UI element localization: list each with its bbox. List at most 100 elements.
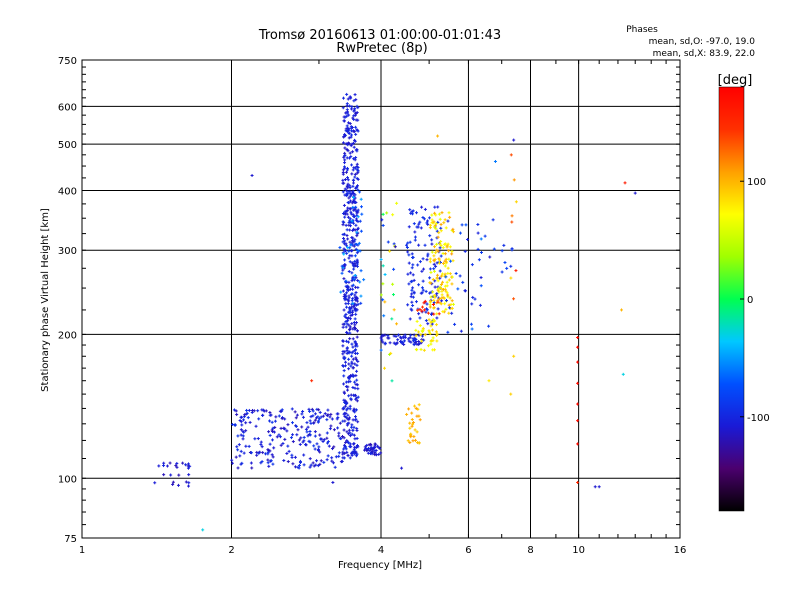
data-point <box>341 170 345 174</box>
data-point <box>279 426 283 430</box>
data-point <box>345 291 349 295</box>
data-point <box>487 324 491 328</box>
data-point <box>168 461 172 465</box>
y-tick-label: 600 <box>58 102 77 113</box>
data-point <box>353 196 357 200</box>
data-point <box>313 447 317 451</box>
colorbar-label: [deg] <box>718 73 753 88</box>
data-point <box>268 433 272 437</box>
data-point <box>354 358 358 362</box>
data-point <box>435 242 439 246</box>
data-point <box>341 344 345 348</box>
data-point <box>448 296 452 300</box>
data-point <box>300 425 304 429</box>
data-point <box>270 453 274 457</box>
data-point <box>576 402 580 406</box>
data-point <box>345 450 349 454</box>
data-point <box>381 212 385 216</box>
colorbar-tick-label: -100 <box>747 413 770 424</box>
data-point <box>593 485 597 489</box>
data-point <box>435 273 439 277</box>
data-point <box>415 225 419 229</box>
data-point <box>448 215 452 219</box>
data-point <box>461 280 465 284</box>
data-point <box>343 391 347 395</box>
data-point <box>345 305 349 309</box>
data-point <box>351 213 355 217</box>
data-point <box>353 207 357 211</box>
data-point <box>392 334 396 338</box>
data-point <box>351 116 355 120</box>
data-point <box>349 306 353 310</box>
data-point <box>232 408 236 412</box>
data-point <box>432 312 436 316</box>
phases-legend-o-stats: mean, sd,O: -97.0, 19.0 <box>649 37 756 47</box>
data-point <box>470 327 474 331</box>
data-point <box>352 108 356 112</box>
data-point <box>269 459 273 463</box>
data-point <box>359 205 363 209</box>
data-point <box>410 300 414 304</box>
data-point <box>350 172 354 176</box>
data-point <box>349 364 353 368</box>
data-point <box>274 415 278 419</box>
data-point <box>318 462 322 466</box>
data-point <box>238 419 242 423</box>
data-point <box>451 302 455 306</box>
data-point <box>322 460 326 464</box>
data-point <box>355 378 359 382</box>
data-point <box>356 302 360 306</box>
data-point <box>351 345 355 349</box>
data-point <box>290 455 294 459</box>
data-point <box>294 424 298 428</box>
data-point <box>347 113 351 117</box>
data-point <box>176 483 180 487</box>
data-point <box>450 306 454 310</box>
phases-legend-title: Phases <box>626 25 658 35</box>
data-point <box>437 212 441 216</box>
data-point <box>307 439 311 443</box>
data-point <box>327 444 331 448</box>
data-point <box>411 439 415 443</box>
data-point <box>353 325 357 329</box>
data-point <box>246 416 250 420</box>
data-point <box>420 286 424 290</box>
data-point <box>171 482 175 486</box>
data-point <box>418 342 422 346</box>
data-point <box>345 408 349 412</box>
data-point <box>428 267 432 271</box>
data-point <box>443 252 447 256</box>
y-tick-label: 300 <box>58 246 77 257</box>
data-point <box>255 453 259 457</box>
data-point <box>444 275 448 279</box>
data-point <box>414 328 418 332</box>
data-point <box>354 415 358 419</box>
data-point <box>433 285 437 289</box>
data-point <box>355 408 359 412</box>
data-point <box>319 459 323 463</box>
data-point <box>352 277 356 281</box>
data-point <box>349 144 353 148</box>
data-point <box>320 437 324 441</box>
data-point <box>353 259 357 263</box>
data-point <box>351 195 355 199</box>
data-point <box>347 256 351 260</box>
data-point <box>350 450 354 454</box>
data-point <box>301 409 305 413</box>
data-point <box>509 392 513 396</box>
data-point <box>356 279 360 283</box>
data-point <box>407 253 411 257</box>
data-point <box>425 221 429 225</box>
data-point <box>410 252 414 256</box>
data-point <box>426 311 430 315</box>
data-point <box>421 215 425 219</box>
data-point <box>350 299 354 303</box>
data-point <box>350 305 354 309</box>
data-point <box>347 121 351 125</box>
data-point <box>342 252 346 256</box>
data-point <box>449 259 453 263</box>
data-point <box>353 386 357 390</box>
data-point <box>445 291 449 295</box>
data-point <box>348 151 352 155</box>
